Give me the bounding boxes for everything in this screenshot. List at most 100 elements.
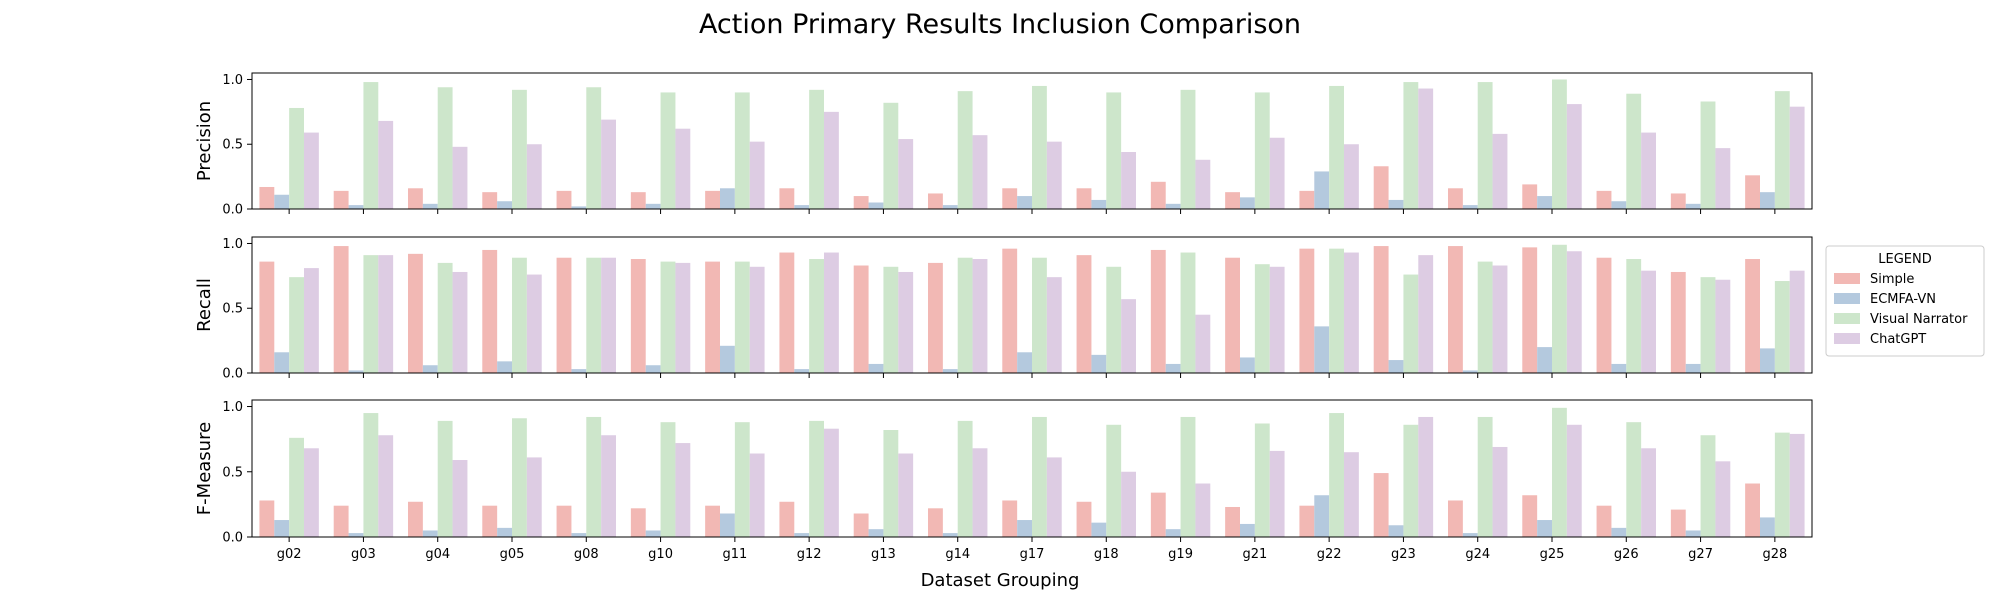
bar-chatgpt-g21 — [1269, 450, 1285, 537]
x-tick-label: g05 — [500, 547, 525, 562]
bar-ecmfa-vn-g04 — [422, 203, 438, 209]
bar-visual-narrator-g05 — [512, 89, 527, 209]
legend-title: LEGEND — [1878, 252, 1931, 267]
bar-chatgpt-g10 — [675, 128, 691, 209]
bar-ecmfa-vn-g17 — [1017, 352, 1032, 373]
bar-simple-g21 — [1225, 192, 1240, 209]
bar-visual-narrator-g08 — [586, 87, 602, 209]
bar-ecmfa-vn-g05 — [497, 527, 512, 537]
x-tick-label: g21 — [1242, 547, 1267, 562]
bar-chatgpt-g19 — [1195, 159, 1211, 209]
bar-visual-narrator-g13 — [883, 102, 899, 209]
bar-chatgpt-g05 — [526, 457, 542, 537]
bar-ecmfa-vn-g11 — [720, 345, 735, 373]
bar-simple-g25 — [1522, 247, 1538, 373]
bar-visual-narrator-g18 — [1106, 424, 1122, 537]
bar-ecmfa-vn-g23 — [1388, 199, 1404, 209]
bar-simple-g14 — [928, 193, 943, 209]
bar-simple-g03 — [333, 246, 349, 373]
bar-chatgpt-g17 — [1046, 141, 1062, 209]
y-axis-label: F-Measure — [194, 422, 215, 515]
bar-chatgpt-g08 — [601, 119, 616, 209]
y-tick-label: 0.0 — [222, 203, 243, 218]
bar-visual-narrator-g19 — [1180, 89, 1196, 209]
bar-visual-narrator-g10 — [660, 261, 676, 373]
x-tick-label: g19 — [1168, 547, 1193, 562]
bar-simple-g23 — [1373, 166, 1389, 209]
bar-simple-g04 — [408, 188, 423, 209]
bar-simple-g12 — [779, 252, 795, 373]
bar-ecmfa-vn-g08 — [571, 369, 587, 373]
bar-visual-narrator-g10 — [660, 422, 676, 537]
bar-chatgpt-g28 — [1789, 433, 1805, 537]
bar-simple-g12 — [779, 501, 795, 537]
bar-ecmfa-vn-g11 — [720, 513, 735, 537]
bar-ecmfa-vn-g13 — [868, 202, 884, 209]
x-tick-label: g26 — [1614, 547, 1639, 562]
bar-chatgpt-g24 — [1492, 133, 1508, 209]
bar-chatgpt-g18 — [1121, 152, 1136, 209]
bar-ecmfa-vn-g25 — [1537, 520, 1552, 537]
bar-visual-narrator-g19 — [1180, 252, 1196, 373]
bar-visual-narrator-g03 — [363, 255, 379, 373]
bar-simple-g25 — [1522, 495, 1538, 537]
bar-chatgpt-g13 — [898, 139, 914, 209]
bar-visual-narrator-g28 — [1774, 432, 1790, 537]
bar-chatgpt-g22 — [1344, 452, 1359, 537]
bar-ecmfa-vn-g02 — [274, 352, 290, 373]
bar-ecmfa-vn-g25 — [1537, 347, 1552, 373]
bar-ecmfa-vn-g21 — [1240, 523, 1255, 537]
bar-ecmfa-vn-g13 — [868, 529, 884, 537]
bar-visual-narrator-g26 — [1626, 422, 1642, 537]
bar-chatgpt-g22 — [1344, 252, 1359, 373]
bar-chatgpt-g14 — [972, 448, 988, 537]
bar-chatgpt-g10 — [675, 443, 691, 537]
bar-simple-g23 — [1373, 246, 1389, 373]
bar-visual-narrator-g11 — [734, 92, 750, 209]
bar-visual-narrator-g28 — [1774, 91, 1790, 209]
bar-ecmfa-vn-g13 — [868, 363, 884, 373]
bar-visual-narrator-g11 — [734, 261, 750, 373]
x-tick-label: g03 — [351, 547, 376, 562]
bar-chatgpt-g04 — [452, 271, 468, 373]
bar-chatgpt-g28 — [1789, 270, 1805, 373]
bar-chatgpt-g26 — [1641, 132, 1656, 209]
bar-chatgpt-g24 — [1492, 265, 1508, 373]
bar-chatgpt-g19 — [1195, 483, 1211, 537]
bar-simple-g11 — [705, 505, 720, 537]
bar-visual-narrator-g24 — [1477, 416, 1493, 537]
bar-chatgpt-g08 — [601, 257, 616, 373]
bar-visual-narrator-g02 — [289, 277, 304, 373]
bar-visual-narrator-g26 — [1626, 259, 1642, 373]
bar-chatgpt-g12 — [824, 428, 839, 537]
bar-ecmfa-vn-g12 — [794, 369, 810, 373]
x-tick-label: g13 — [871, 547, 896, 562]
bar-chatgpt-g03 — [378, 435, 394, 537]
panels: 0.0 0.5 1.0 Precision 0.0 0.5 1.0 Recall 0.0 0.5 1… — [194, 72, 1813, 562]
bar-visual-narrator-g18 — [1106, 266, 1122, 373]
bar-simple-g26 — [1596, 505, 1612, 537]
panel-precision: 0.0 0.5 1.0 Precision — [194, 72, 1813, 218]
bar-visual-narrator-g04 — [437, 420, 453, 537]
bar-ecmfa-vn-g27 — [1685, 530, 1701, 537]
bar-visual-narrator-g13 — [883, 430, 899, 537]
y-tick-label: 0.0 — [222, 367, 243, 382]
y-tick-label: 0.0 — [222, 531, 243, 546]
x-tick-label: g12 — [797, 547, 822, 562]
bar-visual-narrator-g05 — [512, 418, 527, 537]
bar-visual-narrator-g25 — [1552, 407, 1567, 537]
bar-chatgpt-g04 — [452, 460, 468, 537]
y-tick-label: 1.0 — [222, 400, 243, 415]
bar-chatgpt-g22 — [1344, 144, 1359, 209]
bar-simple-g17 — [1002, 188, 1018, 209]
bar-ecmfa-vn-g27 — [1685, 203, 1701, 209]
bar-chatgpt-g02 — [304, 132, 319, 209]
bar-simple-g14 — [928, 262, 943, 373]
bar-ecmfa-vn-g28 — [1760, 348, 1775, 373]
bar-ecmfa-vn-g14 — [942, 533, 958, 537]
bar-ecmfa-vn-g04 — [422, 530, 438, 537]
y-tick-label: 0.5 — [222, 302, 243, 317]
y-axis-label: Precision — [194, 101, 215, 181]
legend-label: ChatGPT — [1870, 332, 1926, 347]
bar-simple-g03 — [333, 190, 349, 209]
